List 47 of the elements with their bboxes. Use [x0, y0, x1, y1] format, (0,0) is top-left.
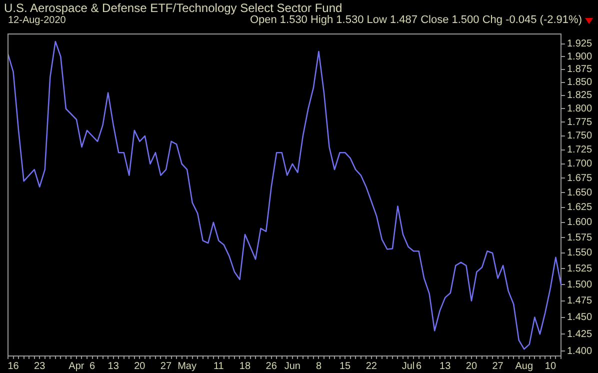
y-tick-label: 1.650	[566, 187, 592, 198]
y-tick-label: 1.625	[566, 202, 592, 214]
x-tick-label: 8	[316, 360, 322, 372]
y-tick-label: 1.425	[566, 328, 592, 340]
y-tick-label: 1.575	[566, 232, 592, 244]
x-tick-label: Aug	[515, 360, 534, 372]
y-tick-label: 1.450	[566, 312, 592, 324]
x-tick-label: 22	[366, 360, 378, 372]
chart-title: U.S. Aerospace & Defense ETF/Technology Select Sector Fund	[4, 1, 342, 15]
x-tick-label: 26	[266, 360, 278, 372]
text: Open 1.530 High 1.530 Low 1.487 Close 1.500 Chg -0.045 (-2.91%)	[250, 14, 582, 26]
x-tick-label: 13	[440, 360, 452, 372]
chart-subtitle: 12-Aug-2020	[8, 15, 66, 26]
y-tick-label: 1.550	[566, 248, 592, 259]
y-tick-label: 1.850	[566, 77, 592, 88]
x-tick-label: 20	[134, 360, 146, 372]
x-tick-label: 20	[466, 360, 478, 372]
x-tick-label: 6	[89, 360, 96, 372]
x-tick-label: Jul	[402, 360, 415, 372]
x-tick-label: 11	[213, 360, 224, 372]
x-tick-label: 23	[34, 360, 46, 372]
x-tick-label: Jun	[284, 360, 300, 372]
y-tick-label: 1.600	[566, 217, 592, 228]
x-tick-label: 27	[160, 360, 172, 372]
x-tick-label: 15	[339, 360, 352, 372]
y-tick-label: 1.750	[566, 130, 592, 142]
x-tick-label: 18	[239, 360, 251, 372]
y-tick-label: 1.725	[566, 144, 592, 156]
y-tick-label: 1.825	[566, 90, 592, 102]
y-tick-label: 1.700	[566, 158, 592, 170]
y-tick-label: 1.675	[566, 172, 592, 184]
x-tick-label: Apr	[68, 360, 85, 372]
x-tick-label: 6	[416, 360, 422, 372]
x-tick-label: 27	[492, 360, 504, 372]
y-tick-label: 1.775	[566, 116, 592, 128]
x-tick-label: May	[178, 360, 197, 372]
x-tick-label: 13	[108, 360, 120, 372]
y-tick-label: 1.800	[566, 103, 592, 114]
y-tick-label: 1.900	[566, 51, 592, 62]
y-tick-label: 1.875	[566, 64, 592, 76]
y-tick-label: 1.525	[566, 263, 592, 274]
y-tick-label: 1.400	[566, 346, 592, 357]
x-tick-label: 10	[544, 360, 556, 372]
x-tick-label: 16	[8, 360, 20, 372]
y-tick-label: 1.500	[566, 279, 592, 290]
y-tick-label: 1.925	[566, 38, 592, 50]
y-tick-label: 1.475	[566, 296, 592, 307]
